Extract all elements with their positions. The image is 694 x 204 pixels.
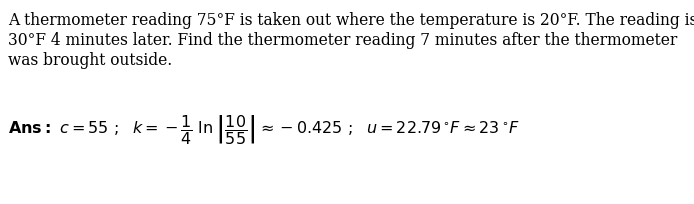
- Text: $\mathbf{Ans{:}}\ c = 55\ ;\ \ k = -\dfrac{1}{4}\ \ln\left|\dfrac{10}{55}\right|: $\mathbf{Ans{:}}\ c = 55\ ;\ \ k = -\dfr…: [8, 113, 520, 146]
- Text: 30°F 4 minutes later. Find the thermometer reading 7 minutes after the thermomet: 30°F 4 minutes later. Find the thermomet…: [8, 32, 677, 49]
- Text: A thermometer reading 75°F is taken out where the temperature is 20°F. The readi: A thermometer reading 75°F is taken out …: [8, 12, 694, 29]
- Text: was brought outside.: was brought outside.: [8, 52, 172, 69]
